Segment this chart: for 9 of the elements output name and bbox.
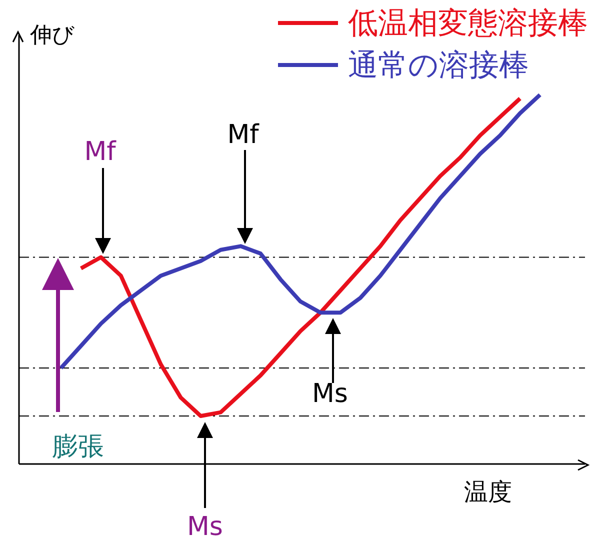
text: Ms: [187, 512, 223, 542]
y-axis-title: 伸び: [29, 23, 75, 48]
annotation: Mf: [84, 137, 117, 167]
legend-label: 通常の溶接棒: [348, 46, 529, 84]
annotation: Ms: [312, 379, 348, 409]
annotation: Mf: [227, 120, 260, 150]
legend-label: 低温相変態溶接棒: [348, 4, 588, 42]
x-axis-title: 温度: [464, 478, 512, 506]
annotation: 膨張: [52, 432, 104, 462]
